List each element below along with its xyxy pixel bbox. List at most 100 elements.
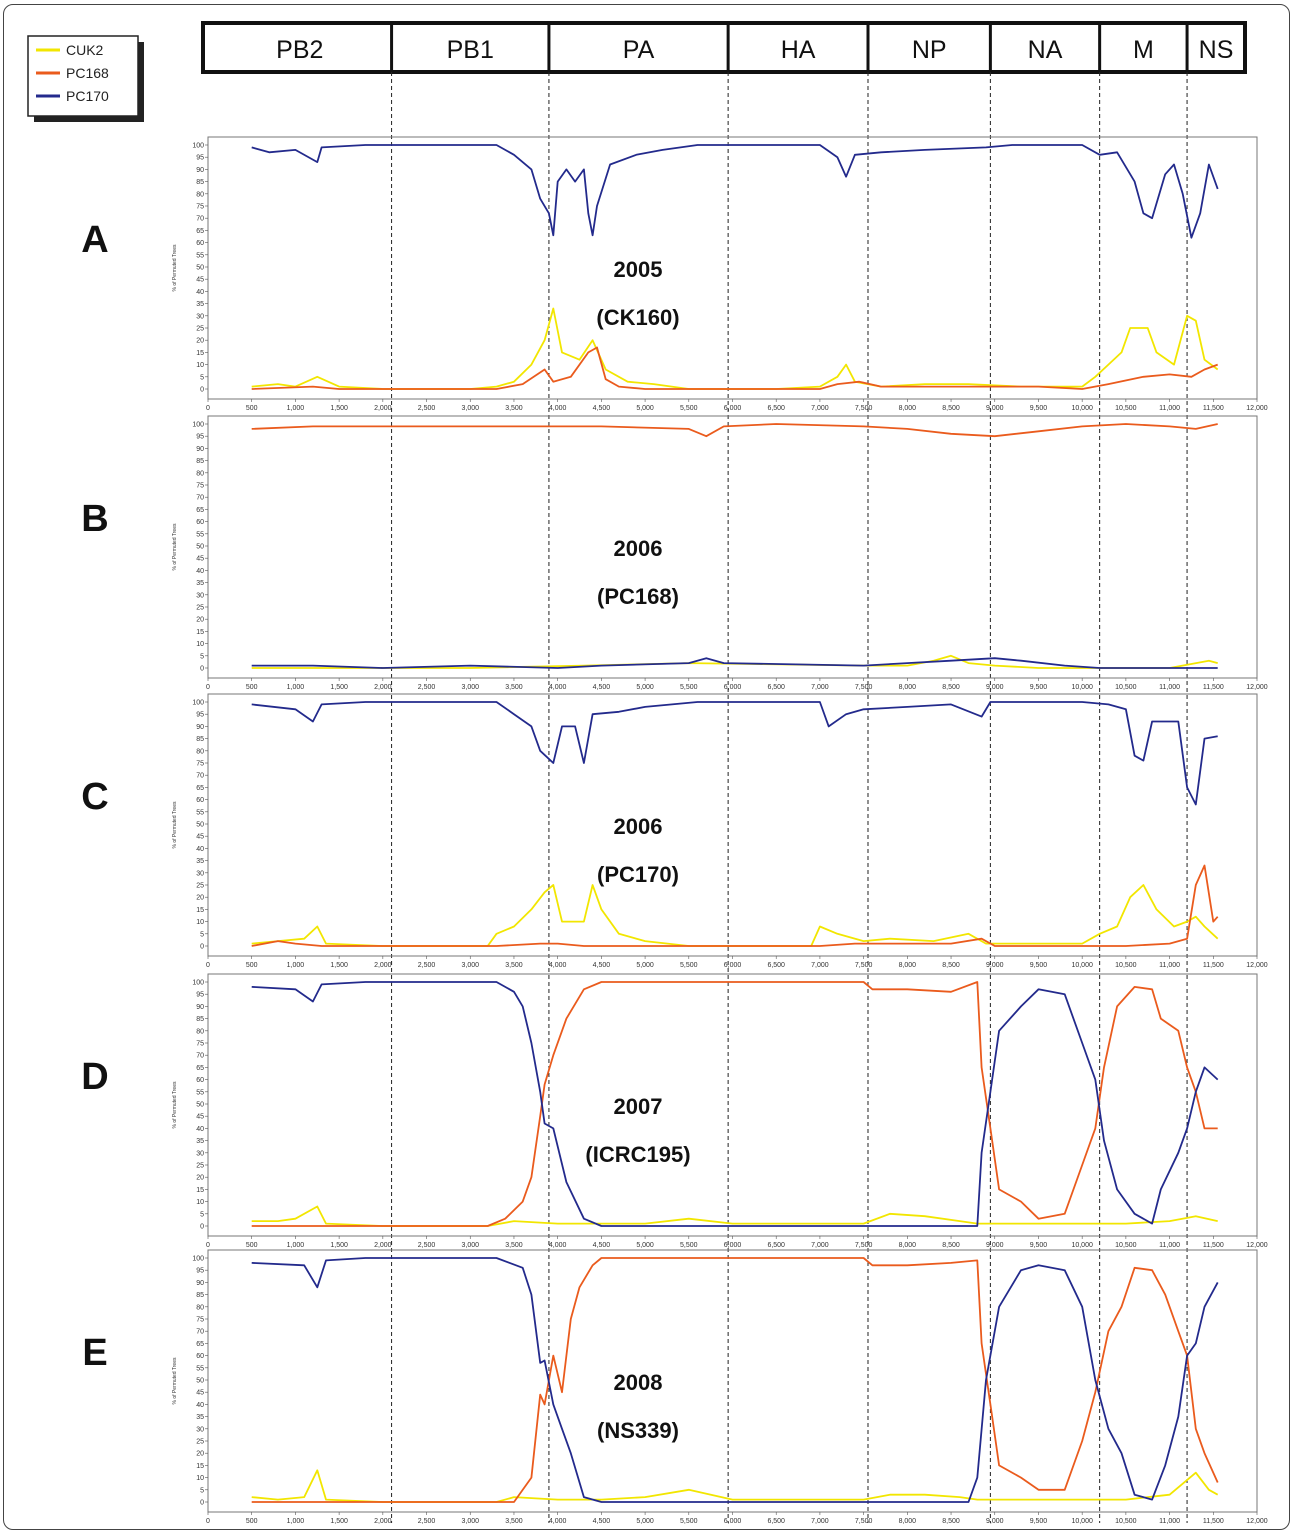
- x-tick-label: 4,500: [593, 405, 611, 412]
- y-tick-label: 20: [196, 1451, 204, 1458]
- y-tick-label: 50: [196, 1102, 204, 1109]
- annotation-strain: (NS339): [597, 1418, 679, 1443]
- annotation-year: 2007: [614, 1094, 663, 1119]
- segment-label-m: M: [1133, 36, 1154, 64]
- y-tick-label: 25: [196, 883, 204, 890]
- x-tick-label: 11,000: [1159, 684, 1180, 691]
- x-tick-label: 7,000: [811, 684, 829, 691]
- x-tick-label: 2,500: [418, 684, 436, 691]
- x-tick-label: 1,500: [330, 1518, 348, 1525]
- y-tick-label: 20: [196, 1175, 204, 1182]
- y-tick-label: 15: [196, 350, 204, 357]
- x-tick-label: 0: [206, 684, 210, 691]
- annotation-year: 2005: [614, 257, 663, 282]
- x-tick-label: 10,000: [1071, 1242, 1093, 1249]
- y-tick-label: 5: [200, 1211, 204, 1218]
- y-tick-label: 5: [200, 653, 204, 660]
- y-tick-label: 10: [196, 641, 204, 648]
- y-tick-label: 55: [196, 1365, 204, 1372]
- x-tick-label: 7,000: [811, 1242, 829, 1249]
- x-tick-label: 1,500: [330, 1242, 348, 1249]
- x-tick-label: 2,000: [374, 1518, 392, 1525]
- x-tick-label: 10,000: [1071, 1518, 1093, 1525]
- x-tick-label: 3,000: [461, 684, 479, 691]
- panel-b: B % of Permuted Trees 0 5 10 15 20 25 30 35 40 45 50…: [81, 415, 1268, 691]
- x-tick-label: 10,000: [1071, 684, 1093, 691]
- y-tick-label: 100: [192, 1256, 204, 1263]
- annotation-strain: (CK160): [596, 305, 679, 330]
- x-tick-label: 5,500: [680, 1242, 698, 1249]
- x-tick-label: 9,000: [986, 962, 1004, 969]
- y-tick-label: 40: [196, 1126, 204, 1133]
- x-tick-label: 5,000: [636, 684, 654, 691]
- y-tick-label: 0: [200, 1224, 204, 1231]
- y-tick-label: 30: [196, 1150, 204, 1157]
- y-tick-label: 85: [196, 1292, 204, 1299]
- series-line-pc168: [251, 1257, 1219, 1503]
- panel-letter: D: [81, 1056, 108, 1098]
- y-tick-label: 95: [196, 434, 204, 441]
- x-tick-label: 8,000: [899, 684, 917, 691]
- series-line-pc170: [251, 657, 1218, 669]
- panel-a: A % of Permuted Trees 0 5 10 15 20 25 30 35 40 45 50…: [81, 136, 1268, 412]
- x-tick-label: 1,500: [330, 405, 348, 412]
- legend-label-cuk2: CUK2: [66, 42, 104, 58]
- x-tick-label: 2,000: [374, 962, 392, 969]
- y-tick-label: 0: [200, 666, 204, 673]
- y-tick-label: 80: [196, 1028, 204, 1035]
- y-tick-label: 45: [196, 1390, 204, 1397]
- y-tick-label: 65: [196, 1065, 204, 1072]
- x-tick-label: 6,500: [767, 405, 785, 412]
- x-tick-label: 7,500: [855, 1242, 873, 1249]
- y-tick-label: 75: [196, 761, 204, 768]
- plot-area: [207, 415, 1258, 679]
- y-tick-label: 25: [196, 605, 204, 612]
- x-tick-label: 3,000: [461, 962, 479, 969]
- x-tick-label: 7,500: [855, 1518, 873, 1525]
- segment-label-pb1: PB1: [447, 36, 494, 64]
- y-tick-label: 45: [196, 834, 204, 841]
- x-tick-label: 11,000: [1159, 1242, 1180, 1249]
- x-tick-label: 11,500: [1203, 1242, 1224, 1249]
- x-tick-label: 500: [246, 1518, 258, 1525]
- y-tick-label: 75: [196, 483, 204, 490]
- x-tick-label: 10,500: [1115, 684, 1137, 691]
- y-tick-label: 95: [196, 992, 204, 999]
- y-tick-label: 75: [196, 1317, 204, 1324]
- x-tick-label: 5,500: [680, 962, 698, 969]
- y-axis-label: % of Permuted Trees: [172, 523, 178, 570]
- y-tick-label: 90: [196, 167, 204, 174]
- segment-bar: PB2 PB1 PA HA NP NA M NS: [201, 21, 1247, 74]
- x-tick-label: 3,500: [505, 684, 523, 691]
- y-tick-label: 15: [196, 629, 204, 636]
- x-tick-label: 6,000: [724, 684, 742, 691]
- x-tick-label: 5,500: [680, 1518, 698, 1525]
- y-tick-label: 55: [196, 531, 204, 538]
- x-tick-label: 3,500: [505, 1518, 523, 1525]
- x-tick-label: 3,500: [505, 962, 523, 969]
- y-tick-label: 25: [196, 1439, 204, 1446]
- x-tick-label: 2,000: [374, 684, 392, 691]
- x-tick-label: 9,500: [1030, 405, 1048, 412]
- y-tick-label: 90: [196, 1004, 204, 1011]
- x-tick-label: 9,500: [1030, 962, 1048, 969]
- x-tick-label: 8,500: [942, 1242, 960, 1249]
- series-line-cuk2: [251, 1205, 1218, 1227]
- annotation-strain: (PC168): [597, 584, 679, 609]
- x-tick-label: 10,500: [1115, 1518, 1137, 1525]
- y-tick-label: 95: [196, 155, 204, 162]
- y-tick-label: 100: [192, 422, 204, 429]
- y-tick-label: 40: [196, 1402, 204, 1409]
- x-tick-label: 1,000: [287, 1242, 305, 1249]
- segment-label-pa: PA: [623, 36, 655, 64]
- y-tick-label: 20: [196, 895, 204, 902]
- y-tick-label: 40: [196, 289, 204, 296]
- y-axis-label: % of Permuted Trees: [172, 1357, 178, 1404]
- x-tick-label: 1,000: [287, 962, 305, 969]
- x-tick-label: 9,000: [986, 405, 1004, 412]
- series-line-pc168: [251, 423, 1218, 438]
- figure-frame: [3, 4, 1290, 1530]
- y-axis-label: % of Permuted Trees: [172, 244, 178, 291]
- x-tick-label: 1,000: [287, 684, 305, 691]
